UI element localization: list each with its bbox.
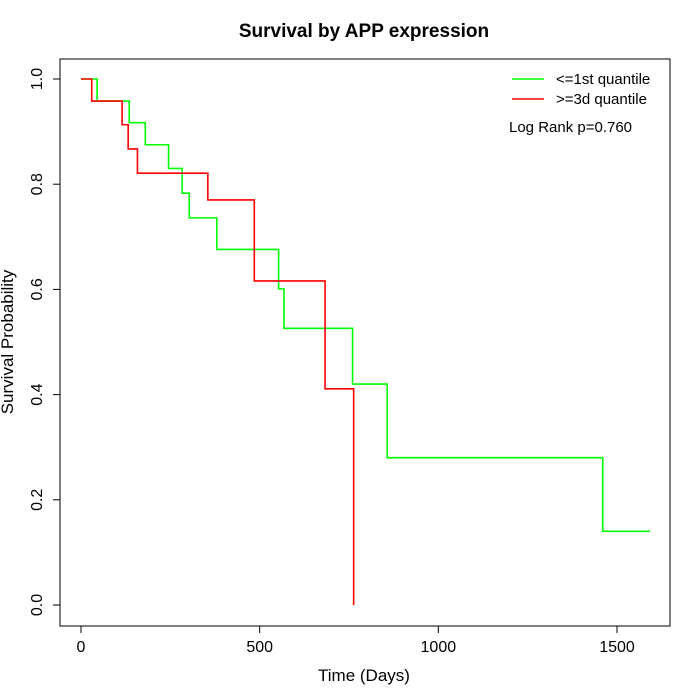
y-tick-label: 0.8 xyxy=(29,173,46,195)
y-tick-label: 0.4 xyxy=(29,383,46,405)
x-tick-label: 0 xyxy=(77,639,86,656)
y-tick-label: 0.0 xyxy=(29,594,46,616)
legend-label-1: <=1st quantile xyxy=(556,71,650,88)
y-tick-label: 0.2 xyxy=(29,489,46,511)
series-layer xyxy=(81,78,650,605)
log-rank-annotation: Log Rank p=0.760 xyxy=(509,119,632,136)
x-tick-label: 500 xyxy=(246,639,273,656)
x-tick-label: 1000 xyxy=(421,639,457,656)
series-line-2 xyxy=(81,78,355,605)
legend: <=1st quantile >=3d quantile xyxy=(512,71,650,108)
y-tick-label: 0.6 xyxy=(29,278,46,300)
y-axis-label: Survival Probability xyxy=(0,269,17,414)
series-line-1 xyxy=(81,78,650,533)
chart-title: Survival by APP expression xyxy=(239,21,489,42)
y-axis: 0.0 0.2 0.4 0.6 0.8 1.0 xyxy=(29,68,61,616)
x-axis: 0 500 1000 1500 xyxy=(77,625,635,656)
x-axis-label: Time (Days) xyxy=(318,666,410,685)
y-tick-label: 1.0 xyxy=(29,68,46,90)
x-tick-label: 1500 xyxy=(599,639,635,656)
legend-label-2: >=3d quantile xyxy=(556,91,647,108)
